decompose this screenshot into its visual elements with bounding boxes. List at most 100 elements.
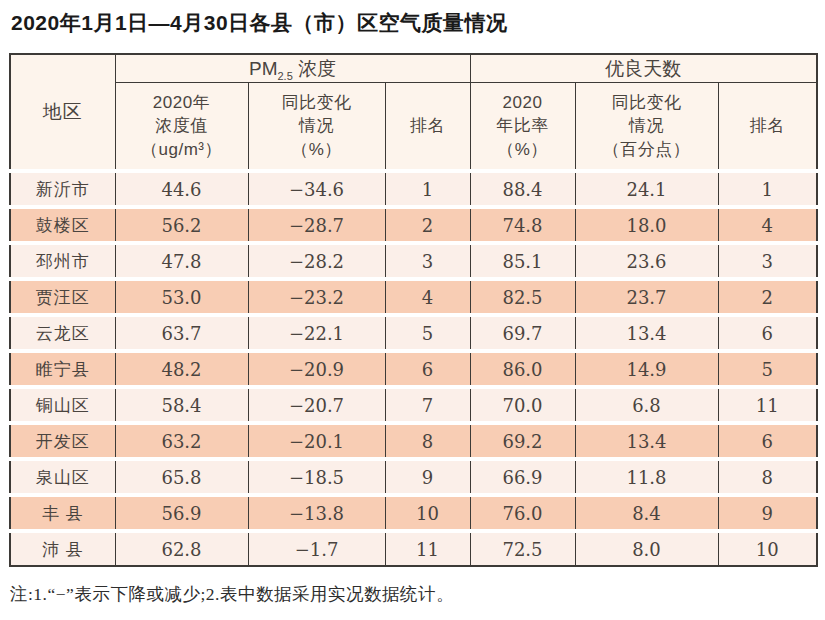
pm-value-cell: 63.2 [115,423,248,459]
region-cell: 邳州市 [10,243,115,279]
table-row: 泉山区 65.8 −18.5 9 66.9 11.8 8 [10,459,817,495]
good-change-cell: 6.8 [575,387,718,423]
good-rate-cell: 82.5 [470,279,575,315]
col-header-good-rate: 2020 年比率 （%） [470,83,575,172]
col-header-pm-value: 2020年 浓度值 （ug/m³） [115,83,248,172]
table-row: 铜山区 58.4 −20.7 7 70.0 6.8 11 [10,387,817,423]
region-cell: 睢宁县 [10,351,115,387]
pm-value-cell: 63.7 [115,315,248,351]
good-rank-cell: 6 [718,315,817,351]
pm-change-cell: −18.5 [248,459,385,495]
good-rate-cell: 72.5 [470,531,575,566]
pm25-subscript: 2.5 [277,70,292,82]
good-rank-cell: 6 [718,423,817,459]
good-rate-cell: 69.7 [470,315,575,351]
col-header-good-rank: 排名 [718,83,817,172]
pm-change-cell: −20.7 [248,387,385,423]
region-cell: 铜山区 [10,387,115,423]
good-rate-cell: 85.1 [470,243,575,279]
header-sub-row: 2020年 浓度值 （ug/m³） 同比变化 情况 （%） 排名 2020 年比… [10,83,817,172]
col-group-pm25: PM2.5 浓度 [115,54,470,83]
good-rate-cell: 70.0 [470,387,575,423]
good-change-cell: 18.0 [575,207,718,243]
pm-value-cell: 65.8 [115,459,248,495]
good-rank-cell: 1 [718,171,817,207]
region-cell: 云龙区 [10,315,115,351]
good-change-cell: 23.6 [575,243,718,279]
pm-change-cell: −20.1 [248,423,385,459]
col-header-pm-rank: 排名 [385,83,470,172]
good-rate-cell: 66.9 [470,459,575,495]
pm-value-cell: 47.8 [115,243,248,279]
pm-change-cell: −28.2 [248,243,385,279]
good-rate-cell: 86.0 [470,351,575,387]
pm-value-cell: 56.9 [115,495,248,531]
table-row: 睢宁县 48.2 −20.9 6 86.0 14.9 5 [10,351,817,387]
pm25-label-prefix: PM [249,58,278,79]
pm-change-cell: −23.2 [248,279,385,315]
good-rate-cell: 76.0 [470,495,575,531]
pm-change-cell: −34.6 [248,171,385,207]
pm25-label-suffix: 浓度 [293,58,336,79]
table-row: 贾汪区 53.0 −23.2 4 82.5 23.7 2 [10,279,817,315]
col-header-pm-change: 同比变化 情况 （%） [248,83,385,172]
pm-rank-cell: 6 [385,351,470,387]
region-cell: 鼓楼区 [10,207,115,243]
pm-change-cell: −20.9 [248,351,385,387]
pm-change-cell: −28.7 [248,207,385,243]
pm-value-cell: 58.4 [115,387,248,423]
good-change-cell: 11.8 [575,459,718,495]
header-group-row: 地区 PM2.5 浓度 优良天数 [10,54,817,83]
col-header-good-change: 同比变化 情况 （百分点） [575,83,718,172]
pm-rank-cell: 9 [385,459,470,495]
page: 2020年1月1日—4月30日各县（市）区空气质量情况 地区 PM2.5 浓度 … [0,0,825,620]
good-change-cell: 13.4 [575,315,718,351]
good-rank-cell: 2 [718,279,817,315]
pm-change-cell: −1.7 [248,531,385,566]
page-title: 2020年1月1日—4月30日各县（市）区空气质量情况 [11,10,816,36]
region-cell: 泉山区 [10,459,115,495]
good-rate-cell: 88.4 [470,171,575,207]
good-change-cell: 8.0 [575,531,718,566]
good-change-cell: 23.7 [575,279,718,315]
good-rate-cell: 69.2 [470,423,575,459]
pm-value-cell: 53.0 [115,279,248,315]
air-quality-table: 地区 PM2.5 浓度 优良天数 2020年 浓度值 （ug/m³） 同比变化 … [9,53,818,567]
pm-rank-cell: 2 [385,207,470,243]
good-rank-cell: 4 [718,207,817,243]
region-cell: 开发区 [10,423,115,459]
pm-rank-cell: 10 [385,495,470,531]
good-rate-cell: 74.8 [470,207,575,243]
table-row: 丰 县 56.9 −13.8 10 76.0 8.4 9 [10,495,817,531]
pm-rank-cell: 3 [385,243,470,279]
pm-change-cell: −13.8 [248,495,385,531]
col-group-good-days: 优良天数 [470,54,817,83]
pm-value-cell: 44.6 [115,171,248,207]
pm-rank-cell: 7 [385,387,470,423]
good-change-cell: 14.9 [575,351,718,387]
good-rank-cell: 3 [718,243,817,279]
good-rank-cell: 9 [718,495,817,531]
pm-rank-cell: 5 [385,315,470,351]
table-row: 开发区 63.2 −20.1 8 69.2 13.4 6 [10,423,817,459]
region-cell: 沛 县 [10,531,115,566]
pm-rank-cell: 11 [385,531,470,566]
good-change-cell: 13.4 [575,423,718,459]
good-rank-cell: 8 [718,459,817,495]
pm-rank-cell: 8 [385,423,470,459]
pm-change-cell: −22.1 [248,315,385,351]
table-row: 鼓楼区 56.2 −28.7 2 74.8 18.0 4 [10,207,817,243]
col-header-region: 地区 [10,54,115,171]
good-rank-cell: 5 [718,351,817,387]
pm-value-cell: 62.8 [115,531,248,566]
region-cell: 贾汪区 [10,279,115,315]
pm-rank-cell: 4 [385,279,470,315]
pm-rank-cell: 1 [385,171,470,207]
pm-value-cell: 48.2 [115,351,248,387]
table-row: 新沂市 44.6 −34.6 1 88.4 24.1 1 [10,171,817,207]
table-header: 地区 PM2.5 浓度 优良天数 2020年 浓度值 （ug/m³） 同比变化 … [10,54,817,171]
table-row: 沛 县 62.8 −1.7 11 72.5 8.0 10 [10,531,817,566]
table-body: 新沂市 44.6 −34.6 1 88.4 24.1 1 鼓楼区 56.2 −2… [10,171,817,566]
good-rank-cell: 10 [718,531,817,566]
footnote: 注:1.“−”表示下降或减少;2.表中数据采用实况数据统计。 [10,582,816,606]
